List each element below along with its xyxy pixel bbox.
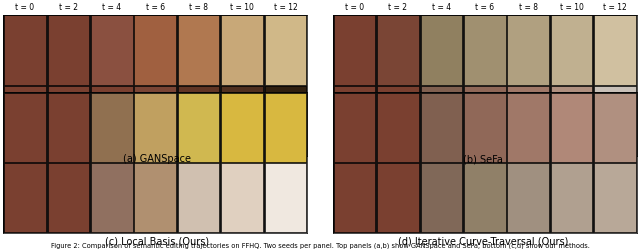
Bar: [134, 86, 176, 155]
Bar: [377, 86, 419, 155]
Bar: [420, 163, 462, 232]
Bar: [464, 93, 506, 162]
Bar: [91, 86, 132, 155]
Bar: [551, 93, 593, 162]
Bar: [265, 15, 307, 85]
Text: t = 10: t = 10: [560, 3, 584, 12]
Bar: [377, 163, 419, 232]
Bar: [178, 93, 220, 162]
Bar: [91, 93, 132, 162]
Text: t = 6: t = 6: [476, 3, 494, 12]
Bar: [4, 93, 45, 162]
Bar: [420, 93, 462, 162]
Bar: [221, 163, 263, 232]
Bar: [221, 86, 263, 155]
Bar: [47, 163, 89, 232]
Bar: [91, 163, 132, 232]
Text: Figure 2: Comparison of semantic editing trajectories on FFHQ. Two seeds per pan: Figure 2: Comparison of semantic editing…: [51, 243, 589, 249]
Text: t = 4: t = 4: [432, 3, 451, 12]
Bar: [265, 93, 307, 162]
Bar: [4, 163, 45, 232]
Bar: [508, 86, 549, 155]
Bar: [265, 86, 307, 155]
Bar: [508, 93, 549, 162]
Bar: [47, 15, 89, 85]
Text: t = 10: t = 10: [230, 3, 254, 12]
Text: t = 0: t = 0: [15, 3, 35, 12]
Bar: [508, 15, 549, 85]
Text: (c) Local Basis (Ours): (c) Local Basis (Ours): [105, 237, 209, 247]
Bar: [4, 15, 45, 85]
Bar: [178, 86, 220, 155]
Text: t = 2: t = 2: [388, 3, 408, 12]
Bar: [134, 163, 176, 232]
Bar: [464, 163, 506, 232]
Bar: [333, 15, 375, 85]
Bar: [595, 15, 636, 85]
Text: t = 12: t = 12: [274, 3, 298, 12]
Bar: [265, 163, 307, 232]
Text: t = 8: t = 8: [189, 3, 208, 12]
Bar: [595, 86, 636, 155]
Bar: [4, 86, 45, 155]
Text: (a) GANSpace: (a) GANSpace: [123, 154, 191, 164]
Text: (b) SeFa: (b) SeFa: [463, 154, 503, 164]
Bar: [377, 93, 419, 162]
Bar: [47, 86, 89, 155]
Bar: [134, 15, 176, 85]
Bar: [464, 15, 506, 85]
Bar: [134, 93, 176, 162]
Bar: [464, 86, 506, 155]
Bar: [551, 15, 593, 85]
Text: t = 2: t = 2: [59, 3, 78, 12]
Text: t = 0: t = 0: [345, 3, 364, 12]
Bar: [595, 93, 636, 162]
Text: t = 12: t = 12: [604, 3, 627, 12]
Bar: [420, 86, 462, 155]
Bar: [333, 163, 375, 232]
Bar: [551, 163, 593, 232]
Text: t = 4: t = 4: [102, 3, 122, 12]
Bar: [221, 93, 263, 162]
Bar: [508, 163, 549, 232]
Bar: [551, 86, 593, 155]
Bar: [333, 86, 375, 155]
Bar: [377, 15, 419, 85]
Bar: [221, 15, 263, 85]
Bar: [178, 15, 220, 85]
Text: t = 6: t = 6: [146, 3, 164, 12]
Text: t = 8: t = 8: [519, 3, 538, 12]
Bar: [47, 93, 89, 162]
Text: (d) Iterative Curve-Traversal (Ours): (d) Iterative Curve-Traversal (Ours): [398, 237, 568, 247]
Bar: [333, 93, 375, 162]
Bar: [178, 163, 220, 232]
Bar: [595, 163, 636, 232]
Bar: [420, 15, 462, 85]
Bar: [91, 15, 132, 85]
